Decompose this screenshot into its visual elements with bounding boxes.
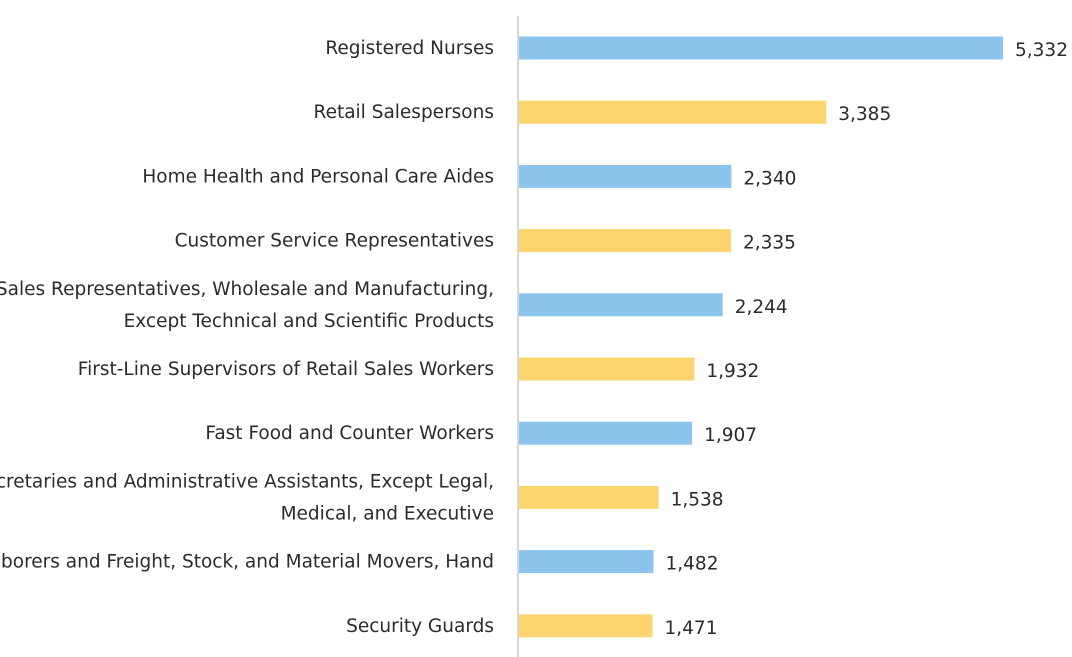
- bar-9: [519, 550, 654, 574]
- category-label-line: Sales Representatives, Wholesale and Man…: [0, 279, 494, 300]
- category-label-line: Home Health and Personal Care Aides: [142, 166, 494, 187]
- category-label-line: Registered Nurses: [325, 38, 494, 59]
- value-label-2: 3,385: [838, 104, 891, 125]
- category-label-9: Laborers and Freight, Stock, and Materia…: [0, 552, 494, 573]
- value-label-7: 1,907: [704, 425, 757, 446]
- category-label-line: Except Technical and Scientific Products: [124, 311, 494, 332]
- bar-5: [519, 293, 723, 317]
- category-label-line: Retail Salespersons: [314, 102, 494, 123]
- bar-4: [519, 229, 731, 253]
- category-label-1: Registered Nurses: [325, 38, 494, 59]
- bar-1: [519, 36, 1003, 60]
- value-label-6: 1,932: [706, 361, 759, 382]
- bar-7: [519, 421, 693, 445]
- bar-6: [519, 357, 695, 381]
- value-label-3: 2,340: [743, 168, 796, 189]
- category-label-6: First-Line Supervisors of Retail Sales W…: [78, 359, 494, 380]
- category-label-line: Security Guards: [346, 616, 494, 637]
- value-label-8: 1,538: [671, 489, 724, 510]
- value-label-1: 5,332: [1015, 40, 1068, 61]
- bar-3: [519, 164, 732, 188]
- bars-group: [519, 36, 1003, 638]
- category-label-line: Secretaries and Administrative Assistant…: [0, 471, 494, 492]
- value-labels-group: 5,332 3,385 2,340 2,335 2,244 1,932 1,907 1,538…: [665, 40, 1068, 639]
- bar-10: [519, 614, 653, 638]
- category-label-7: Fast Food and Counter Workers: [205, 423, 494, 444]
- category-label-3: Home Health and Personal Care Aides: [142, 166, 494, 187]
- category-label-10: Security Guards: [346, 616, 494, 637]
- category-label-line: Laborers and Freight, Stock, and Materia…: [0, 552, 494, 573]
- category-label-8: Secretaries and Administrative Assistant…: [0, 471, 494, 524]
- value-label-10: 1,471: [665, 618, 718, 639]
- category-labels-group: Registered Nurses Retail Salespersons Home…: [0, 38, 494, 637]
- bar-2: [519, 100, 827, 124]
- value-label-4: 2,335: [743, 233, 796, 254]
- value-label-9: 1,482: [666, 554, 719, 575]
- category-label-line: Medical, and Executive: [281, 503, 494, 524]
- category-label-4: Customer Service Representatives: [175, 231, 494, 252]
- category-label-5: Sales Representatives, Wholesale and Man…: [0, 279, 494, 332]
- category-label-2: Retail Salespersons: [314, 102, 494, 123]
- value-label-5: 2,244: [735, 297, 788, 318]
- category-label-line: First-Line Supervisors of Retail Sales W…: [78, 359, 494, 380]
- bar-8: [519, 485, 659, 509]
- category-label-line: Fast Food and Counter Workers: [205, 423, 494, 444]
- category-label-line: Customer Service Representatives: [175, 231, 494, 252]
